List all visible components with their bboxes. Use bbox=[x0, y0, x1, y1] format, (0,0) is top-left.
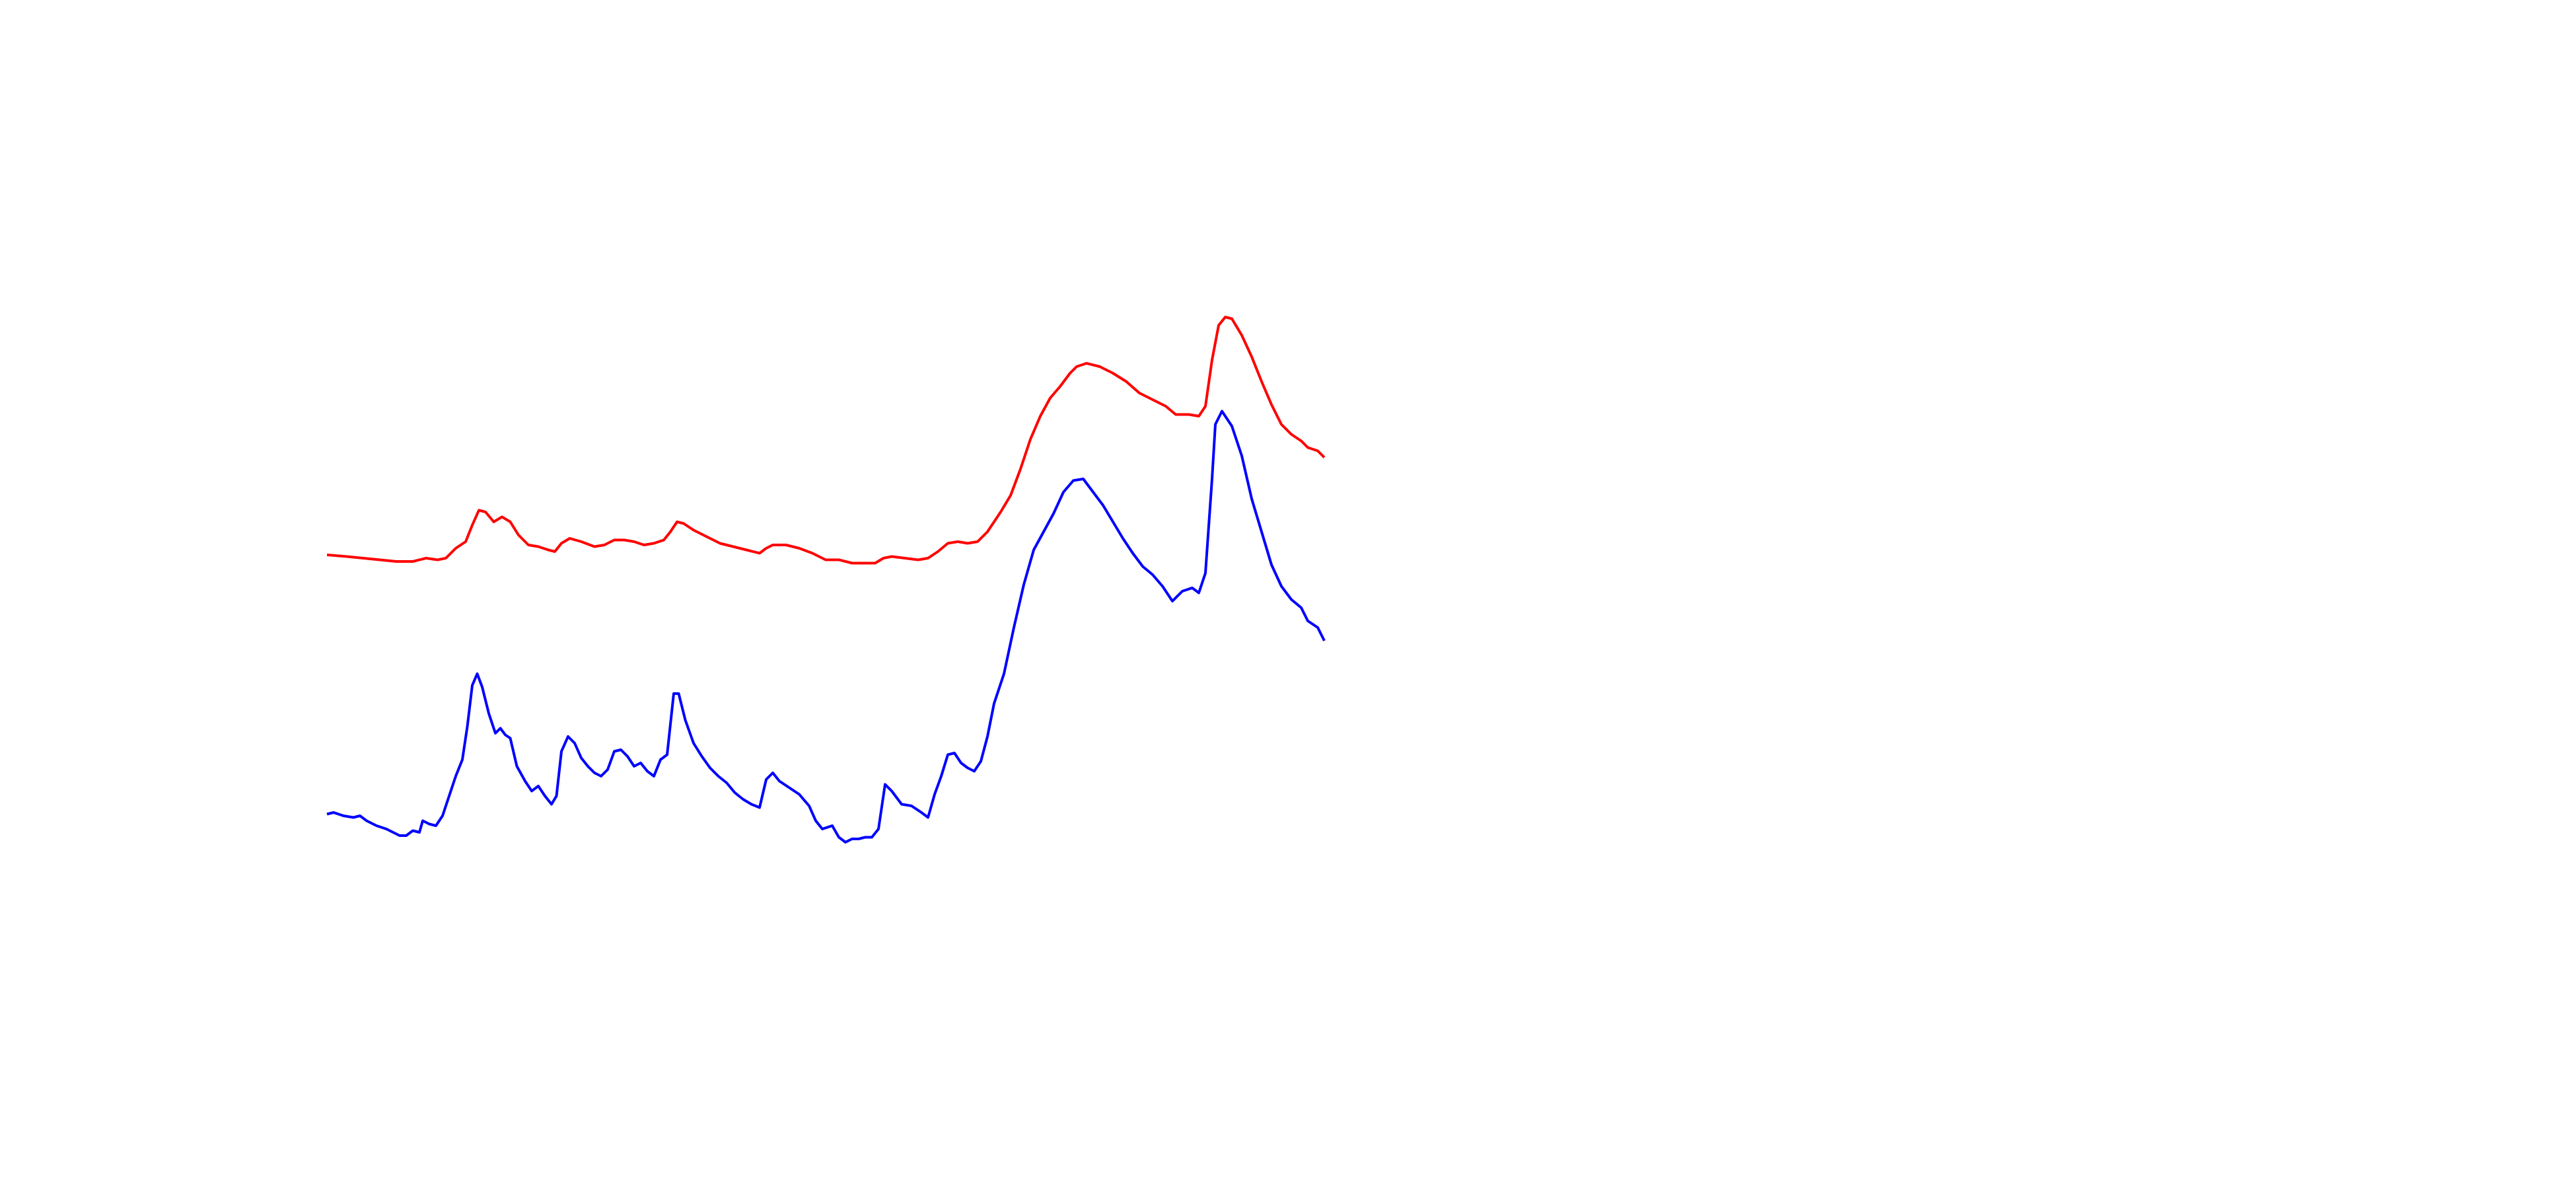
data-line bbox=[326, 316, 1326, 565]
data-line bbox=[326, 410, 1326, 844]
